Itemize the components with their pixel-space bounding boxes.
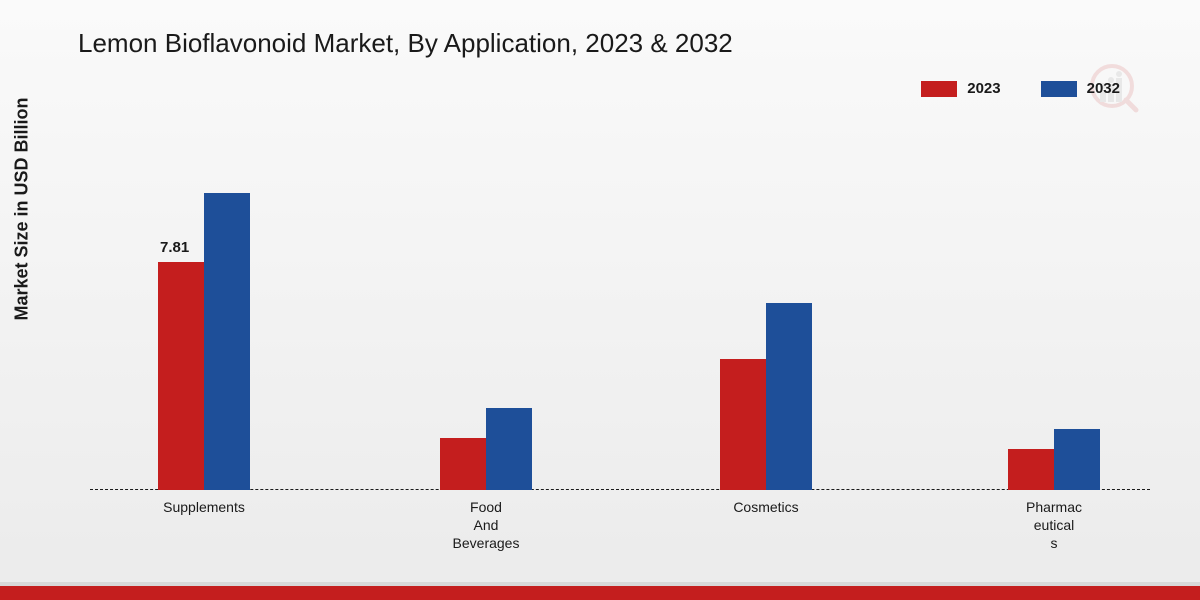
- bar: [720, 359, 766, 490]
- y-axis-label: Market Size in USD Billion: [12, 97, 33, 320]
- bar-group: [158, 193, 250, 491]
- bar-value-label: 7.81: [160, 239, 189, 256]
- x-axis-category-label: Supplements: [154, 498, 254, 516]
- bar: [486, 408, 532, 490]
- bar: [440, 438, 486, 491]
- x-axis-category-label: Cosmetics: [716, 498, 816, 516]
- legend-swatch-2032: [1041, 81, 1077, 97]
- legend-swatch-2023: [921, 81, 957, 97]
- bar-group: [720, 303, 812, 490]
- bar: [1008, 449, 1054, 490]
- bar: [204, 193, 250, 491]
- x-axis-labels: Supplements FoodAndBeverages Cosmetics Phar…: [90, 490, 1150, 550]
- bar-group: [440, 408, 532, 490]
- bar-group: [1008, 429, 1100, 490]
- footer-accent-bar: [0, 582, 1200, 600]
- x-axis-category-label: FoodAndBeverages: [436, 498, 536, 553]
- x-axis-category-label: Pharmaceuticals: [1004, 498, 1104, 553]
- legend-label-2023: 2023: [967, 80, 1000, 97]
- legend-label-2032: 2032: [1087, 80, 1120, 97]
- bar: [158, 262, 204, 490]
- chart-plot-area: 7.81: [90, 140, 1150, 490]
- legend-item-2032: 2032: [1041, 80, 1120, 97]
- bar: [1054, 429, 1100, 490]
- chart-title: Lemon Bioflavonoid Market, By Applicatio…: [78, 28, 733, 59]
- legend-item-2023: 2023: [921, 80, 1000, 97]
- bar: [766, 303, 812, 490]
- legend: 2023 2032: [921, 80, 1120, 97]
